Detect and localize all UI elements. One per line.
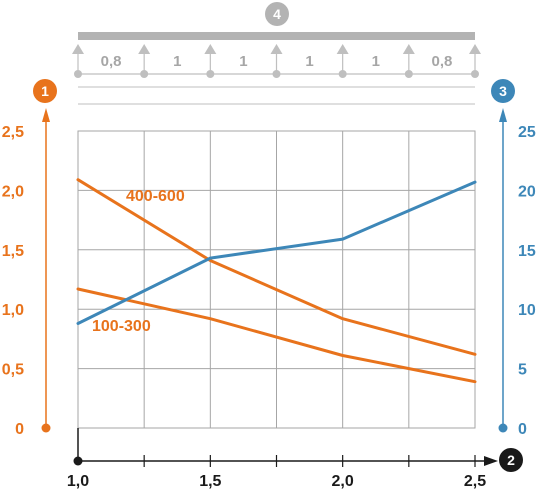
series-line-series-3 [76,180,477,325]
y-axis-right-origin-dot [498,423,508,433]
series-label-100-300: 100-300 [92,318,151,335]
beam-badge-label: 4 [273,6,281,22]
x-axis-badge-circle [499,448,523,472]
beam-support-triangle [270,44,283,54]
y-axis-left-badge-label: 1 [41,83,49,99]
beam-support-triangle [402,44,415,54]
grid [78,131,475,428]
y-right-tick-label: 5 [518,362,527,379]
beam-badge-circle [265,2,289,26]
y-axis-right-arrow [499,108,507,122]
x-axis: 2 1,0 1,5 2,0 2,5 [67,428,523,490]
y-axis-right: 3 0 5 10 15 20 25 [491,79,536,438]
beam-support-node [206,70,215,78]
x-axis-origin-dot [73,456,83,466]
y-left-tick-label: 0,5 [2,362,24,379]
y-left-tick-label: 1,5 [2,243,24,260]
series-label-400-600: 400-600 [126,188,185,205]
beam-span-label: 1 [239,53,247,70]
y-axis-right-badge-label: 3 [499,83,507,99]
beam-support-triangle [469,44,481,54]
y-right-tick-label: 0 [518,421,527,438]
x-tick-label: 1,5 [199,473,221,490]
beam-support-node [471,70,479,78]
x-axis-badge-label: 2 [507,452,515,468]
x-axis-arrow [484,456,498,466]
beam-span-label: 0,8 [431,53,452,70]
y-axis-left: 1 0 0,5 1,0 1,5 2,0 2,5 [2,79,57,438]
y-left-tick-label: 0 [15,421,24,438]
beam-support-node [140,70,149,78]
x-tick-label: 2,5 [464,473,486,490]
series-line-400-600 [76,178,477,356]
y-right-tick-label: 15 [518,243,536,260]
beam-support-node [338,70,347,78]
series-line-100-300 [76,287,477,384]
beam-support-triangle [336,44,349,54]
series-lines [76,178,477,384]
y-axis-right-badge-circle [491,79,515,103]
beam-support-triangle [138,44,151,54]
y-right-tick-label: 20 [518,183,536,200]
beam-span-label: 0,8 [101,53,122,70]
y-left-tick-label: 1,0 [2,302,24,319]
beam-span-label: 1 [305,53,313,70]
beam-span-label: 1 [372,53,380,70]
beam-support-triangle [72,44,84,54]
beam-support-node [404,70,413,78]
beam-diagram: 4 0,8 1 1 1 1 0,8 [72,2,481,105]
y-axis-left-badge-circle [33,79,57,103]
y-axis-left-arrow [42,108,50,122]
y-right-tick-label: 10 [518,302,536,319]
y-axis-left-origin-dot [41,423,51,433]
x-tick-label: 2,0 [332,473,354,490]
y-left-tick-label: 2,0 [2,183,24,200]
beam-span-label: 1 [173,53,181,70]
beam-support-node [74,70,82,78]
y-left-tick-label: 2,5 [2,124,24,141]
beam-support-triangle [204,44,217,54]
plot-area: 400-600 100-300 [76,130,477,429]
beam-support-node [272,70,281,78]
y-right-tick-label: 25 [518,124,536,141]
x-tick-label: 1,0 [67,473,89,490]
beam-bar [78,32,475,40]
